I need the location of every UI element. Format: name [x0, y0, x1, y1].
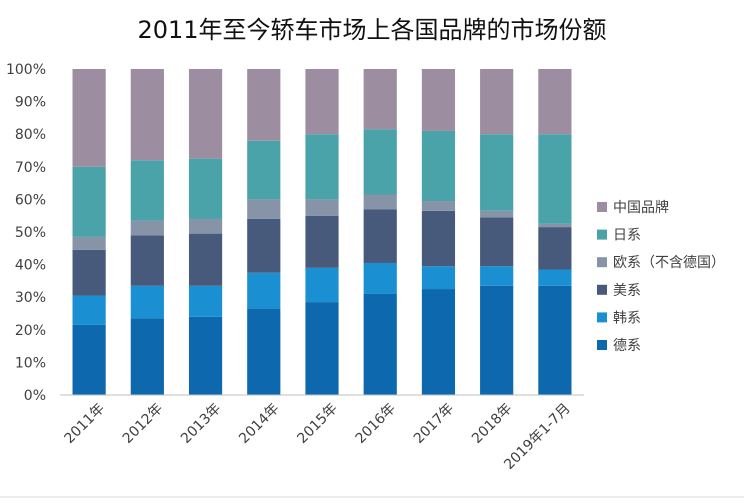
bar-segment — [480, 285, 514, 395]
bar-segment — [538, 223, 572, 228]
y-axis: 0% 10% 20% 30% 40% 50% 60% 70% 80% 90% 100% — [6, 62, 46, 404]
legend-label: 美系 — [613, 283, 641, 299]
bar-segment — [421, 69, 456, 131]
bar-segment — [421, 210, 456, 267]
bar-segment — [188, 158, 223, 219]
bar-segment — [363, 194, 397, 210]
x-tick-label: 2018年 — [469, 401, 515, 447]
bar-segment — [421, 130, 456, 202]
y-tick-label: 20% — [15, 323, 46, 339]
bar-segment — [188, 233, 223, 286]
bar-segment — [188, 218, 223, 234]
bar-segment — [72, 249, 106, 296]
bar-segment — [305, 302, 339, 395]
legend-label: 日系 — [613, 228, 641, 244]
bar-segment — [188, 69, 223, 159]
bar-segment — [480, 210, 514, 218]
bar-segment — [363, 129, 397, 195]
legend-label: 欧系（不含德国） — [613, 255, 725, 271]
bar-segment — [480, 266, 514, 286]
bar-segment — [363, 262, 397, 294]
legend-swatch — [597, 202, 607, 212]
y-tick-label: 10% — [15, 355, 46, 371]
bar-segment — [247, 272, 281, 309]
bar-segment — [305, 215, 339, 268]
y-tick-label: 100% — [6, 62, 46, 78]
legend-swatch — [597, 257, 607, 268]
bar-segment — [247, 308, 281, 395]
bar-segment — [72, 295, 106, 325]
legend-label: 韩系 — [613, 310, 641, 326]
bar-segment — [188, 316, 223, 395]
bar-segment — [130, 235, 164, 286]
y-tick-label: 50% — [15, 225, 46, 241]
bar-segment — [130, 160, 164, 221]
bar-segment — [421, 266, 456, 290]
bars-group — [72, 69, 572, 395]
bar-segment — [247, 218, 281, 273]
x-tick-label: 2014年 — [236, 401, 282, 447]
bar-segment — [363, 209, 397, 263]
bar-segment — [247, 140, 281, 200]
bar-segment — [305, 267, 339, 303]
bar-segment — [130, 285, 164, 319]
chart-title: 2011年至今轿车市场上各国品牌的市场份额 — [137, 16, 606, 44]
y-tick-label: 60% — [15, 192, 46, 208]
legend-swatch — [597, 229, 607, 240]
bar-segment — [480, 134, 514, 211]
y-tick-label: 40% — [15, 258, 46, 274]
bar-segment — [188, 285, 223, 317]
bar-segment — [72, 324, 106, 395]
y-tick-label: 0% — [24, 388, 46, 404]
x-tick-label: 2016年 — [353, 401, 399, 447]
legend-label: 中国品牌 — [613, 199, 669, 216]
bar-segment — [130, 220, 164, 236]
y-tick-label: 70% — [15, 160, 46, 176]
bar-segment — [538, 269, 572, 286]
x-axis: 2011年 2012年 2013年 2014年 2015年 2016年 2017年 2018年… — [62, 401, 574, 473]
bar-segment — [247, 69, 281, 141]
legend-swatch — [597, 284, 607, 295]
x-tick-label: 2015年 — [294, 401, 340, 447]
y-tick-label: 80% — [15, 127, 46, 143]
bar-segment — [130, 69, 164, 161]
x-tick-label: 2013年 — [178, 401, 224, 447]
legend-label: 德系 — [613, 338, 641, 354]
x-tick-label: 2011年 — [62, 401, 108, 447]
bar-segment — [421, 289, 456, 395]
y-tick-label: 90% — [15, 95, 46, 111]
x-tick-label: 2012年 — [120, 401, 166, 447]
legend-swatch — [597, 340, 607, 350]
bar-segment — [480, 69, 514, 135]
bar-segment — [421, 201, 456, 211]
legend-swatch — [597, 312, 607, 323]
bar-segment — [538, 227, 572, 270]
bar-segment — [72, 166, 106, 237]
bar-segment — [363, 293, 397, 395]
bar-segment — [72, 236, 106, 250]
bar-segment — [247, 199, 281, 219]
bar-segment — [130, 318, 164, 395]
bar-segment — [305, 199, 339, 216]
bar-segment — [538, 134, 572, 224]
bar-segment — [305, 134, 339, 200]
bar-segment — [363, 69, 397, 130]
bar-segment — [72, 69, 106, 167]
bar-segment — [480, 217, 514, 267]
bar-segment — [538, 69, 572, 135]
x-tick-label: 2017年 — [411, 401, 457, 447]
bar-segment — [305, 69, 339, 135]
y-tick-label: 30% — [15, 290, 46, 306]
bar-segment — [538, 285, 572, 395]
